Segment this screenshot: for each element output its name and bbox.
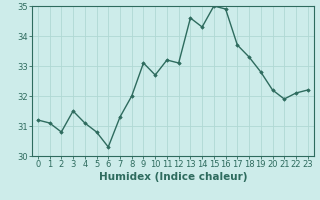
X-axis label: Humidex (Indice chaleur): Humidex (Indice chaleur): [99, 172, 247, 182]
